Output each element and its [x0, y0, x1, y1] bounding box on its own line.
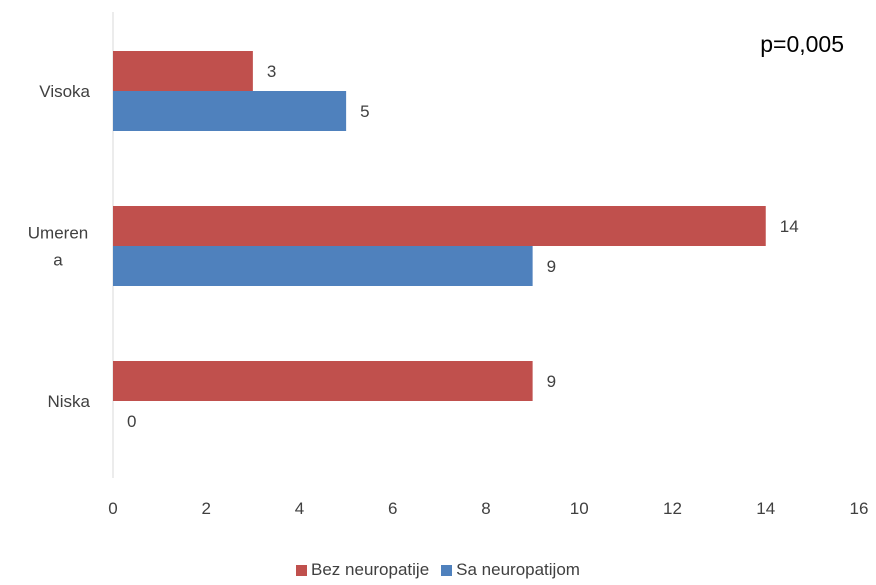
- p-value-annotation: p=0,005: [760, 31, 844, 57]
- legend-label-series-1: Sa neuropatijom: [456, 560, 580, 579]
- data-label-niska-series-1: 0: [127, 412, 136, 431]
- x-axis-ticks: 0 2 4 6 8 10 12 14 16: [108, 499, 868, 518]
- x-tick-label-8: 8: [481, 499, 490, 518]
- x-tick-label-12: 12: [663, 499, 682, 518]
- legend-item-series-1: Sa neuropatijom: [441, 560, 580, 580]
- category-labels: Visoka Umeren a Niska: [28, 82, 91, 411]
- category-label-niska: Niska: [47, 392, 90, 411]
- x-tick-label-4: 4: [295, 499, 304, 518]
- bar-visoka-series-0: [113, 51, 253, 91]
- legend-swatch-series-0: [296, 564, 308, 576]
- legend-item-series-0: Bez neuropatije: [296, 560, 429, 580]
- data-label-visoka-series-1: 5: [360, 102, 369, 121]
- x-tick-label-10: 10: [570, 499, 589, 518]
- legend-label-series-0: Bez neuropatije: [311, 560, 430, 579]
- category-label-umerena: Umeren a: [28, 224, 88, 270]
- bars-group: [113, 51, 766, 401]
- data-label-visoka-series-0: 3: [267, 62, 276, 81]
- data-label-niska-series-0: 9: [547, 372, 556, 391]
- data-labels-group: 3 5 14 9 9 0: [127, 62, 799, 431]
- x-tick-label-16: 16: [850, 499, 869, 518]
- x-tick-label-6: 6: [388, 499, 397, 518]
- bar-umerena-series-0: [113, 206, 766, 246]
- bar-niska-series-0: [113, 361, 533, 401]
- legend: Bez neuropatije Sa neuropatijom: [0, 560, 876, 580]
- data-label-umerena-series-1: 9: [547, 257, 556, 276]
- x-tick-label-14: 14: [756, 499, 775, 518]
- category-label-visoka: Visoka: [39, 82, 90, 101]
- x-tick-label-2: 2: [202, 499, 211, 518]
- legend-swatch-series-1: [441, 564, 453, 576]
- bar-visoka-series-1: [113, 91, 347, 131]
- bar-umerena-series-1: [113, 246, 533, 286]
- x-tick-label-0: 0: [108, 499, 117, 518]
- data-label-umerena-series-0: 14: [780, 217, 799, 236]
